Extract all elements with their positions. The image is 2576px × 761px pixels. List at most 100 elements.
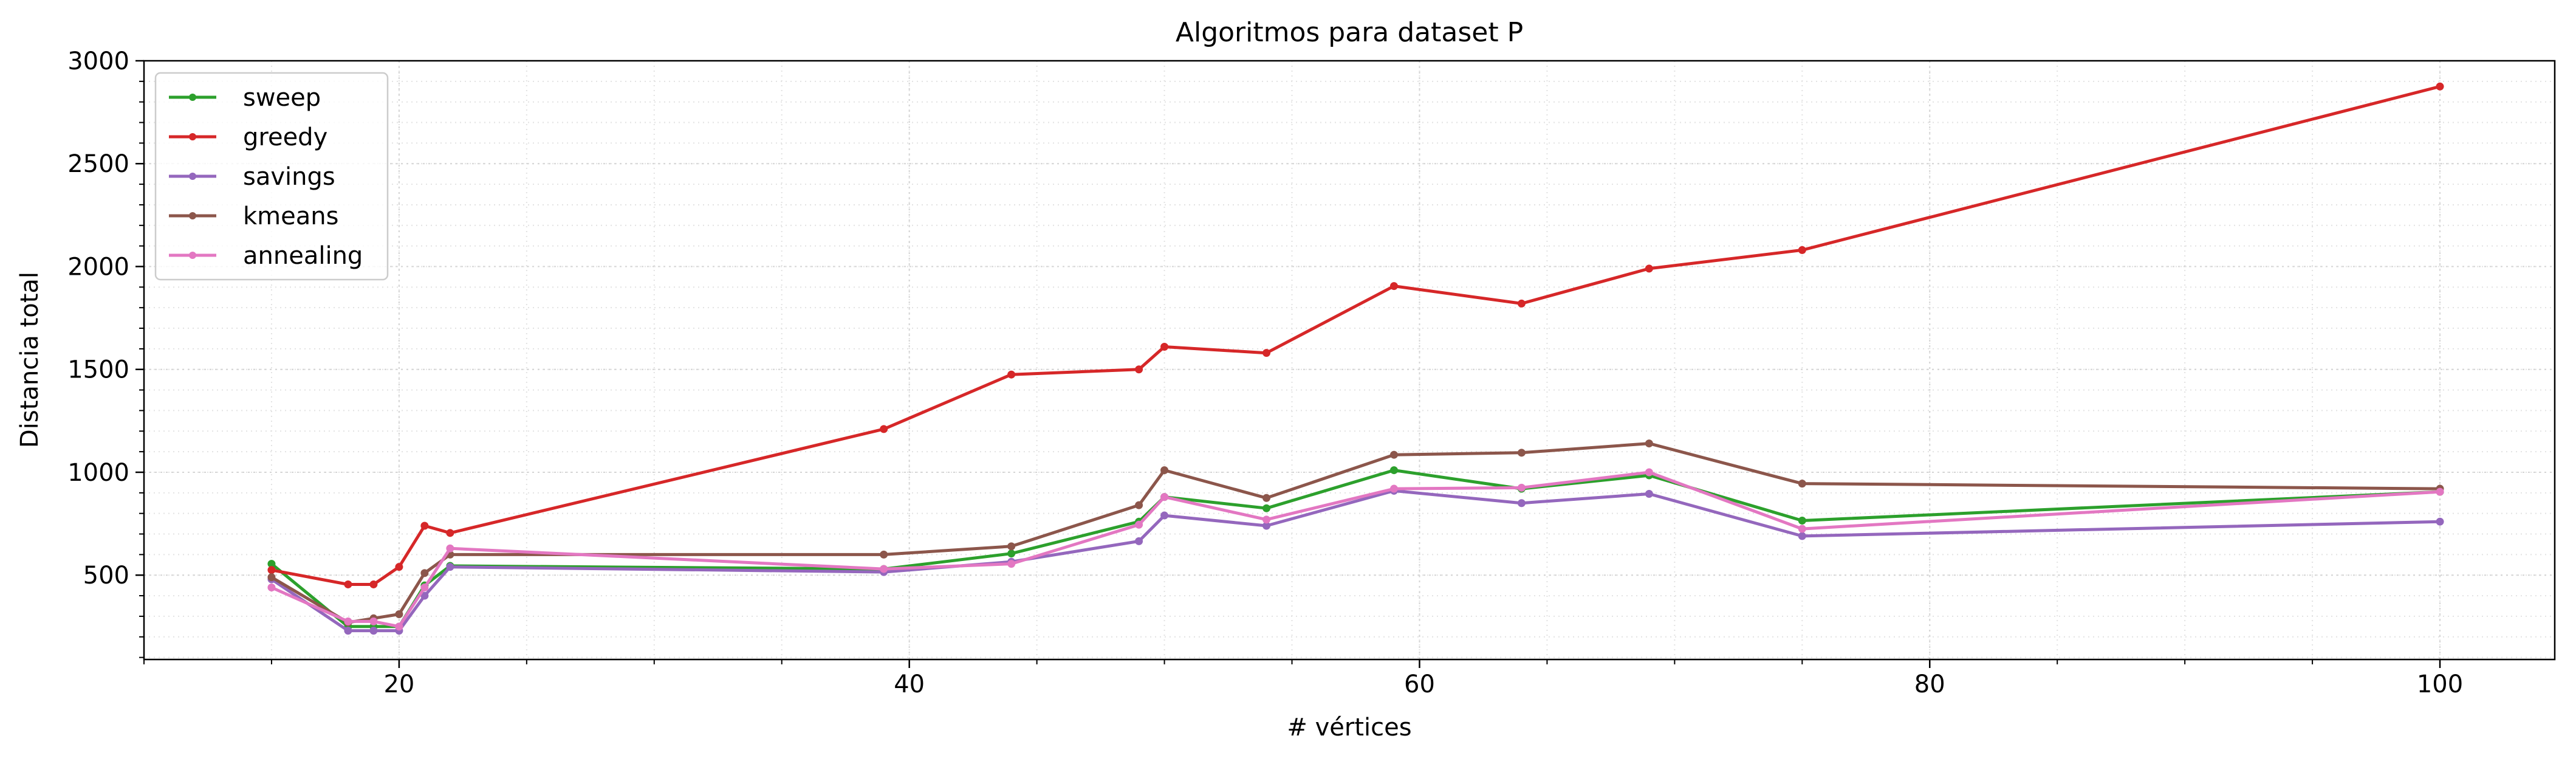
data-point-savings: [369, 627, 378, 635]
data-point-annealing: [369, 617, 378, 625]
data-point-savings: [446, 563, 454, 571]
data-point-annealing: [344, 617, 352, 625]
legend-label-annealing: annealing: [243, 242, 363, 270]
data-point-kmeans: [1798, 480, 1806, 488]
x-tick-label: 60: [1404, 670, 1435, 698]
legend-marker-kmeans: [189, 212, 196, 219]
plot-area-frame: [143, 60, 2556, 661]
data-point-greedy: [1645, 264, 1653, 273]
data-point-savings: [1135, 537, 1143, 545]
data-point-kmeans: [880, 550, 888, 559]
data-point-annealing: [1262, 515, 1271, 524]
series-line-sweep: [270, 469, 2442, 628]
data-point-greedy: [267, 566, 276, 574]
data-point-savings: [1517, 499, 1526, 508]
data-point-sweep: [1389, 466, 1398, 475]
data-point-kmeans: [267, 573, 276, 582]
y-tick-label: 3000: [67, 47, 129, 75]
data-point-greedy: [880, 425, 888, 433]
data-point-greedy: [420, 522, 429, 530]
data-point-kmeans: [1517, 449, 1526, 457]
y-tick-label: 1500: [67, 356, 129, 384]
legend-item-sweep: sweep: [169, 84, 321, 112]
data-point-annealing: [1135, 520, 1143, 529]
data-point-greedy: [369, 580, 378, 588]
series-annealing: [267, 468, 2444, 631]
data-point-kmeans: [1262, 494, 1271, 502]
series-line-greedy: [270, 84, 2442, 586]
y-tick-label: 500: [83, 562, 129, 590]
data-point-kmeans: [1007, 542, 1016, 551]
x-tick-label: 20: [383, 670, 414, 698]
data-point-savings: [1160, 511, 1169, 520]
data-point-kmeans: [1135, 501, 1143, 509]
legend-box: [154, 72, 389, 281]
data-point-kmeans: [420, 569, 429, 577]
legend-marker-greedy: [189, 133, 196, 140]
data-point-greedy: [1135, 365, 1143, 374]
series-greedy: [267, 82, 2444, 588]
data-point-savings: [1798, 532, 1806, 540]
data-point-annealing: [880, 565, 888, 573]
data-point-kmeans: [1160, 466, 1169, 475]
data-point-sweep: [1007, 549, 1016, 558]
data-point-greedy: [1389, 282, 1398, 291]
data-point-kmeans: [1389, 450, 1398, 459]
x-tick-label: 40: [894, 670, 925, 698]
data-point-sweep: [1262, 504, 1271, 512]
legend-item-savings: savings: [169, 163, 335, 191]
legend-item-annealing: annealing: [169, 242, 363, 270]
series-lines: [267, 82, 2444, 635]
data-point-kmeans: [1645, 439, 1653, 448]
legend-marker-savings: [189, 173, 196, 180]
y-tick-label: 2500: [67, 150, 129, 178]
y-axis-tick-labels: 500 1000 1500 2000 2500 3000: [67, 47, 129, 590]
data-point-savings: [344, 627, 352, 635]
legend-marker-sweep: [189, 94, 196, 101]
axis-ticks: [135, 60, 2441, 668]
data-point-annealing: [1160, 493, 1169, 501]
legend-label-sweep: sweep: [243, 84, 321, 112]
series-line-kmeans: [270, 442, 2442, 624]
data-point-greedy: [1262, 349, 1271, 357]
series-line-annealing: [270, 470, 2442, 628]
data-point-greedy: [446, 529, 454, 537]
data-point-kmeans: [395, 610, 403, 619]
y-axis-label: Distancia total: [16, 272, 44, 448]
legend-label-greedy: greedy: [243, 123, 327, 151]
legend-label-savings: savings: [243, 163, 335, 191]
data-point-annealing: [267, 584, 276, 592]
y-tick-label: 2000: [67, 253, 129, 281]
data-point-greedy: [344, 580, 352, 588]
data-point-greedy: [2436, 82, 2444, 91]
x-axis-tick-labels: 20 40 60 80 100: [383, 670, 2463, 698]
data-point-greedy: [395, 563, 403, 571]
data-point-annealing: [1517, 483, 1526, 492]
series-line-savings: [270, 489, 2442, 633]
legend: sweep greedy savings kmeans annealing: [154, 72, 389, 281]
chart-title: Algoritmos para dataset P: [1176, 17, 1523, 48]
data-point-annealing: [1645, 468, 1653, 477]
data-point-annealing: [2436, 487, 2444, 496]
data-point-annealing: [1389, 484, 1398, 493]
legend-label-kmeans: kmeans: [243, 202, 338, 230]
legend-marker-annealing: [189, 252, 196, 259]
data-point-annealing: [395, 622, 403, 631]
legend-items: sweep greedy savings kmeans annealing: [169, 84, 363, 270]
legend-item-greedy: greedy: [169, 123, 327, 151]
legend-item-kmeans: kmeans: [169, 202, 338, 230]
x-axis-label: # vértices: [1287, 714, 1411, 742]
data-point-annealing: [1798, 525, 1806, 533]
data-point-greedy: [1007, 370, 1016, 379]
data-point-greedy: [1517, 299, 1526, 308]
data-point-annealing: [446, 544, 454, 553]
data-point-greedy: [1160, 342, 1169, 351]
data-point-savings: [2436, 517, 2444, 526]
data-point-sweep: [1798, 517, 1806, 525]
x-tick-label: 80: [1914, 670, 1945, 698]
data-point-annealing: [420, 584, 429, 592]
data-point-annealing: [1007, 560, 1016, 568]
y-tick-label: 1000: [67, 459, 129, 487]
